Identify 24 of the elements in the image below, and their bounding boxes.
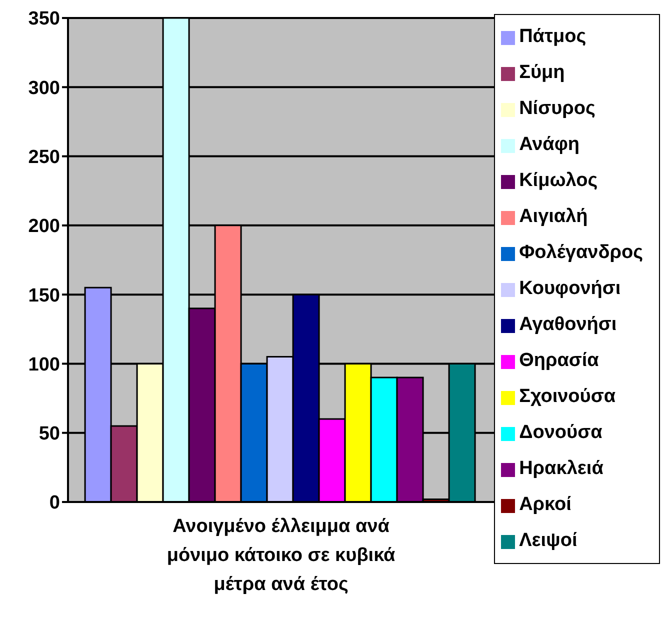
y-tick-label: 100 bbox=[28, 354, 60, 376]
legend-label: Κουφονήσι bbox=[519, 278, 621, 299]
legend-label: Αγαθονήσι bbox=[519, 314, 617, 335]
y-tick-label: 250 bbox=[28, 147, 60, 168]
legend-label: Πάτμος bbox=[519, 26, 586, 47]
legend-label: Αιγιαλή bbox=[519, 206, 588, 227]
legend-label: Ανάφη bbox=[519, 134, 580, 155]
legend-label: Σύμη bbox=[519, 62, 565, 83]
y-tick-label: 0 bbox=[49, 492, 60, 514]
legend-label: Θηρασία bbox=[519, 350, 599, 371]
y-tick-label: 350 bbox=[28, 8, 60, 30]
y-tick-label: 300 bbox=[28, 78, 60, 99]
legend-label: Σχοινούσα bbox=[519, 386, 616, 407]
legend-label: Νίσυρος bbox=[519, 98, 596, 119]
legend-label: Ηρακλειά bbox=[519, 458, 604, 479]
y-tick-label: 50 bbox=[38, 424, 60, 445]
legend-label: Λειψοί bbox=[519, 530, 578, 551]
legend-label: Κίμωλος bbox=[519, 170, 598, 191]
legend-label: Δονούσα bbox=[519, 422, 602, 443]
y-tick-label: 150 bbox=[28, 285, 60, 306]
x-tick-label: Ανοιγμένο έλλειμμα ανά μόνιμο κάτοικο σε κυβικά μέτρα ανά έτος bbox=[166, 516, 396, 595]
legend-label: Αρκοί bbox=[519, 494, 572, 515]
legend-label: Φολέγανδρος bbox=[519, 242, 643, 263]
y-tick-label: 200 bbox=[28, 216, 60, 238]
